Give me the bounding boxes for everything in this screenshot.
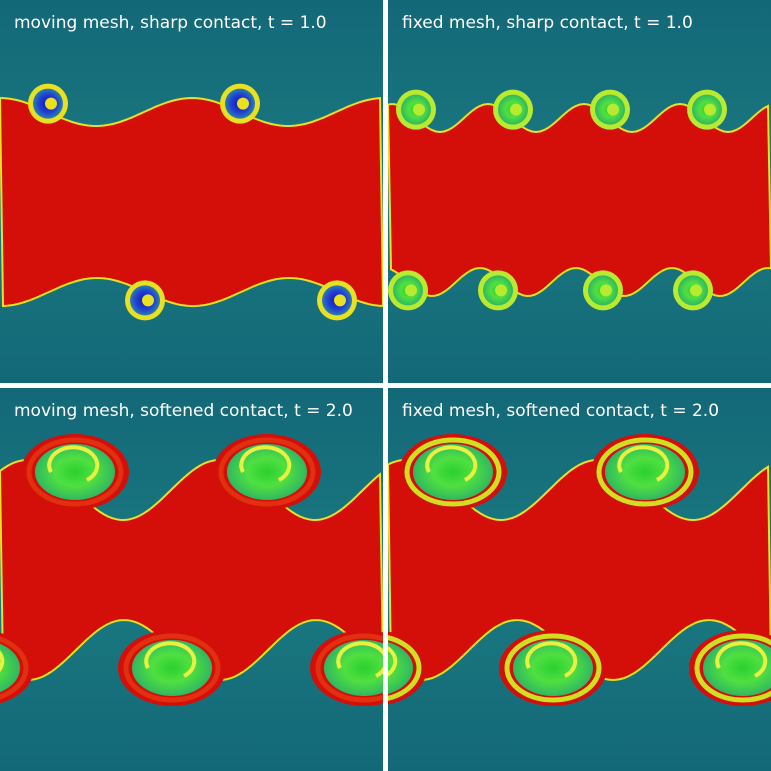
vortex-core bbox=[132, 640, 212, 696]
vortex-arm bbox=[47, 445, 100, 482]
panel: fixed mesh, softened contact, t = 2.0 bbox=[388, 388, 771, 771]
dense-band bbox=[0, 96, 383, 308]
vortex-ring bbox=[504, 633, 602, 703]
dense-band bbox=[0, 458, 383, 682]
vortex-eye bbox=[690, 284, 702, 297]
vortex-arm bbox=[0, 650, 5, 673]
vortex-ring bbox=[694, 633, 771, 703]
panel: moving mesh, softened contact, t = 2.0 bbox=[0, 388, 383, 771]
vortex-arm bbox=[144, 641, 197, 678]
vortex-eye bbox=[413, 103, 425, 116]
vortex-eye bbox=[510, 103, 522, 116]
vortex-arm bbox=[617, 445, 670, 482]
vortex-eye bbox=[607, 103, 619, 116]
vortex-ring bbox=[218, 437, 316, 507]
vortex-ring bbox=[0, 636, 29, 700]
vortex-core bbox=[0, 643, 20, 693]
vortex-eye bbox=[704, 103, 716, 116]
panel-body bbox=[388, 0, 771, 383]
dense-band bbox=[388, 458, 771, 681]
panel: moving mesh, sharp contact, t = 1.0 bbox=[0, 0, 383, 383]
panel-body bbox=[388, 388, 771, 771]
panel-label: fixed mesh, softened contact, t = 2.0 bbox=[402, 401, 719, 421]
vortex-arm bbox=[425, 445, 478, 482]
vortex-eye bbox=[237, 97, 249, 110]
dense-band bbox=[388, 102, 771, 298]
vortex-arm bbox=[715, 641, 768, 678]
panel-label: moving mesh, softened contact, t = 2.0 bbox=[14, 401, 353, 421]
vortex-core bbox=[605, 444, 685, 500]
panel-body bbox=[0, 0, 383, 383]
vortex-eye bbox=[600, 284, 612, 297]
panel: fixed mesh, sharp contact, t = 1.0 bbox=[388, 0, 771, 383]
vortex-eye bbox=[334, 294, 346, 307]
vortex-ring bbox=[388, 635, 422, 701]
vortex-ring bbox=[404, 437, 502, 507]
vortex-core bbox=[413, 444, 493, 500]
vortex-eye bbox=[405, 284, 417, 297]
vortex-arm bbox=[239, 445, 292, 482]
panel-label: moving mesh, sharp contact, t = 1.0 bbox=[14, 13, 327, 33]
vortex-arm bbox=[525, 641, 578, 678]
vortex-ring bbox=[315, 633, 383, 703]
vortex-core bbox=[35, 444, 115, 500]
vortex-ring bbox=[123, 633, 221, 703]
vortex-eye bbox=[45, 97, 57, 110]
panel-body bbox=[0, 388, 383, 771]
vortex-ring bbox=[26, 437, 124, 507]
vortex-core bbox=[227, 444, 307, 500]
vortex-core bbox=[513, 640, 593, 696]
vortex-arm bbox=[388, 645, 398, 677]
panel-label: fixed mesh, sharp contact, t = 1.0 bbox=[402, 13, 693, 33]
vortex-eye bbox=[495, 284, 507, 297]
vortex-ring bbox=[596, 437, 694, 507]
vortex-eye bbox=[142, 294, 154, 307]
vortex-arm bbox=[336, 641, 383, 678]
